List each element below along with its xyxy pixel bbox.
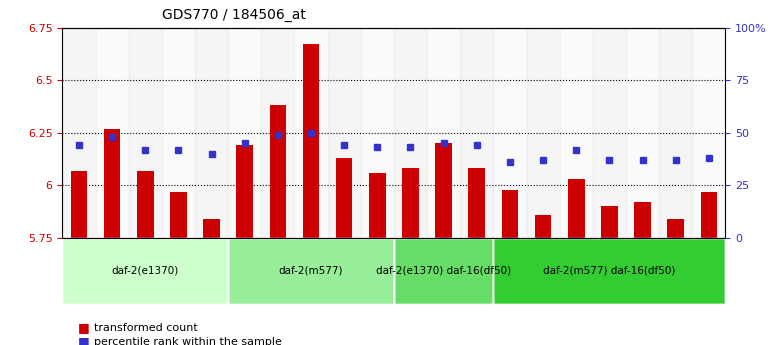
Bar bbox=[593, 28, 626, 238]
FancyBboxPatch shape bbox=[394, 238, 494, 304]
Bar bbox=[535, 215, 551, 238]
Bar bbox=[137, 170, 154, 238]
Bar bbox=[435, 143, 452, 238]
Bar bbox=[659, 28, 693, 238]
Bar bbox=[526, 28, 560, 238]
Bar bbox=[336, 158, 353, 238]
Text: percentile rank within the sample: percentile rank within the sample bbox=[94, 337, 282, 345]
Bar bbox=[228, 28, 261, 238]
Bar bbox=[328, 28, 360, 238]
Bar bbox=[62, 28, 95, 238]
Bar bbox=[626, 28, 659, 238]
Bar bbox=[460, 28, 494, 238]
FancyBboxPatch shape bbox=[62, 238, 228, 304]
Bar bbox=[270, 106, 286, 238]
Text: daf-2(e1370): daf-2(e1370) bbox=[112, 266, 179, 276]
FancyBboxPatch shape bbox=[494, 238, 725, 304]
Text: GDS770 / 184506_at: GDS770 / 184506_at bbox=[162, 8, 306, 22]
Text: ■: ■ bbox=[78, 321, 90, 334]
Bar bbox=[104, 129, 120, 238]
Bar bbox=[427, 28, 460, 238]
Bar bbox=[360, 28, 394, 238]
Text: daf-2(m577): daf-2(m577) bbox=[278, 266, 343, 276]
Bar bbox=[394, 28, 427, 238]
FancyBboxPatch shape bbox=[228, 238, 394, 304]
Bar bbox=[494, 28, 526, 238]
Bar bbox=[634, 202, 651, 238]
Bar bbox=[195, 28, 228, 238]
Bar bbox=[502, 189, 518, 238]
Bar bbox=[369, 173, 385, 238]
Text: ■: ■ bbox=[78, 335, 90, 345]
Bar bbox=[693, 28, 725, 238]
Bar bbox=[700, 191, 717, 238]
Text: transformed count: transformed count bbox=[94, 323, 197, 333]
Bar bbox=[560, 28, 593, 238]
Bar bbox=[95, 28, 129, 238]
Bar bbox=[668, 219, 684, 238]
Bar bbox=[162, 28, 195, 238]
Bar bbox=[402, 168, 419, 238]
Bar bbox=[236, 145, 253, 238]
Bar bbox=[601, 206, 618, 238]
Bar bbox=[71, 170, 87, 238]
Bar bbox=[261, 28, 295, 238]
Text: daf-2(m577) daf-16(df50): daf-2(m577) daf-16(df50) bbox=[543, 266, 675, 276]
Bar bbox=[303, 45, 319, 238]
Text: daf-2(e1370) daf-16(df50): daf-2(e1370) daf-16(df50) bbox=[376, 266, 511, 276]
Bar bbox=[568, 179, 584, 238]
Bar bbox=[469, 168, 485, 238]
Bar bbox=[204, 219, 220, 238]
Bar bbox=[295, 28, 328, 238]
Bar bbox=[129, 28, 162, 238]
Bar bbox=[170, 191, 186, 238]
